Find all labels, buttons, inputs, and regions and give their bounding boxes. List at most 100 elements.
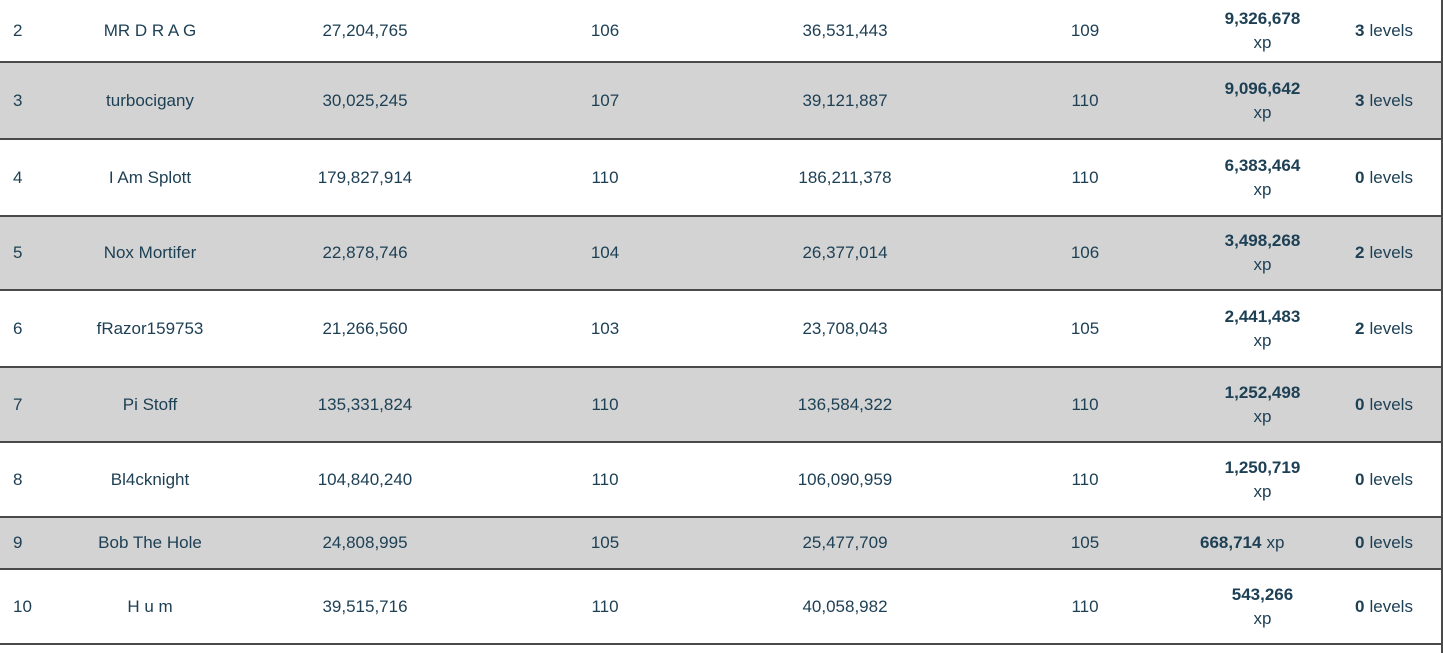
xp-suffix: xp xyxy=(1253,608,1272,628)
levels-gained-cell: 2 levels xyxy=(1325,241,1441,265)
player-name: Nox Mortifer xyxy=(103,243,197,263)
levels-suffix: levels xyxy=(1369,318,1413,338)
xp-suffix: xp xyxy=(1253,32,1272,52)
levels-gained-value: 3 xyxy=(1355,20,1365,40)
player-name: Pi Stoff xyxy=(122,394,178,414)
gained-xp-cell: 1,250,719 xp xyxy=(1200,456,1325,504)
start-xp-cell: 21,266,560 xyxy=(322,318,408,338)
end-level-cell: 110 xyxy=(1071,596,1099,616)
levels-gained-wrap: 2 levels xyxy=(1355,241,1413,265)
start-level-cell: 110 xyxy=(591,469,619,489)
levels-gained-cell: 0 levels xyxy=(1325,468,1441,492)
levels-gained-value: 0 xyxy=(1355,469,1365,489)
levels-gained-wrap: 0 levels xyxy=(1355,166,1413,190)
gained-xp-cell: 3,498,268 xp xyxy=(1200,229,1325,277)
levels-gained-wrap: 3 levels xyxy=(1355,19,1413,43)
start-xp-cell: 24,808,995 xyxy=(322,533,408,553)
start-level-cell: 104 xyxy=(590,243,620,263)
end-xp-cell: 136,584,322 xyxy=(797,394,893,414)
gained-xp-wrap: 2,441,483 xp xyxy=(1200,305,1325,353)
gained-xp-value: 3,498,268 xyxy=(1224,231,1301,251)
gained-xp-value: 1,250,719 xyxy=(1224,457,1301,477)
xp-suffix: xp xyxy=(1253,330,1272,350)
levels-gained-value: 0 xyxy=(1355,167,1365,187)
levels-gained-cell: 0 levels xyxy=(1325,166,1441,190)
end-xp-cell: 25,477,709 xyxy=(802,533,888,553)
rank-cell: 6 xyxy=(13,318,23,338)
xp-suffix: xp xyxy=(1253,179,1272,199)
gained-xp-value: 9,326,678 xyxy=(1224,8,1301,28)
end-level-cell: 105 xyxy=(1070,318,1100,338)
levels-suffix: levels xyxy=(1369,469,1413,489)
player-name: turbocigany xyxy=(106,90,194,110)
start-xp-cell: 27,204,765 xyxy=(322,20,408,40)
gained-xp-wrap: 9,326,678 xp xyxy=(1200,7,1325,55)
gained-xp-wrap: 668,714 xp xyxy=(1200,531,1325,555)
gained-xp-cell: 543,266 xp xyxy=(1200,583,1325,631)
player-name: fRazor159753 xyxy=(96,318,204,338)
gained-xp-wrap: 3,498,268 xp xyxy=(1200,229,1325,277)
end-xp-cell: 40,058,982 xyxy=(802,596,888,616)
player-name: H u m xyxy=(127,596,173,616)
gained-xp-value: 1,252,498 xyxy=(1224,382,1301,402)
gained-xp-cell: 668,714 xp xyxy=(1200,531,1325,555)
end-level-cell: 110 xyxy=(1071,469,1099,489)
end-level-cell: 109 xyxy=(1070,20,1100,40)
table-row: 2 MR D R A G 27,204,765 106 36,531,443 1… xyxy=(0,0,1441,63)
levels-gained-wrap: 0 levels xyxy=(1355,595,1413,619)
end-xp-cell: 106,090,959 xyxy=(797,469,893,489)
levels-suffix: levels xyxy=(1369,596,1413,616)
levels-gained-cell: 0 levels xyxy=(1325,595,1441,619)
start-xp-cell: 179,827,914 xyxy=(317,167,413,187)
table-row: 5 Nox Mortifer 22,878,746 104 26,377,014… xyxy=(0,217,1441,291)
gained-xp-wrap: 9,096,642 xp xyxy=(1200,77,1325,125)
end-xp-cell: 186,211,378 xyxy=(798,167,892,187)
levels-gained-cell: 0 levels xyxy=(1325,531,1441,555)
gained-xp-value: 6,383,464 xyxy=(1224,155,1301,175)
start-xp-cell: 104,840,240 xyxy=(317,469,413,489)
gained-xp-wrap: 1,252,498 xp xyxy=(1200,381,1325,429)
levels-gained-cell: 2 levels xyxy=(1325,317,1441,341)
start-level-cell: 110 xyxy=(591,394,619,414)
levels-gained-wrap: 0 levels xyxy=(1355,531,1413,555)
xp-suffix: xp xyxy=(1253,481,1272,501)
table-row: 10 H u m 39,515,716 110 40,058,982 110 5… xyxy=(0,570,1441,645)
levels-gained-cell: 3 levels xyxy=(1325,19,1441,43)
xp-suffix: xp xyxy=(1253,406,1272,426)
rank-cell: 2 xyxy=(13,20,23,40)
end-level-cell: 105 xyxy=(1070,533,1100,553)
levels-gained-value: 0 xyxy=(1355,596,1365,616)
gained-xp-value: 9,096,642 xyxy=(1224,78,1301,98)
gained-xp-value: 668,714 xyxy=(1200,533,1262,553)
levels-gained-wrap: 2 levels xyxy=(1355,317,1413,341)
end-xp-cell: 39,121,887 xyxy=(802,90,888,110)
rank-cell: 9 xyxy=(13,533,23,553)
table-row: 6 fRazor159753 21,266,560 103 23,708,043… xyxy=(0,291,1441,368)
xp-suffix: xp xyxy=(1253,102,1272,122)
start-level-cell: 103 xyxy=(590,318,620,338)
levels-suffix: levels xyxy=(1369,533,1413,553)
levels-gained-cell: 0 levels xyxy=(1325,393,1441,417)
gained-xp-cell: 1,252,498 xp xyxy=(1200,381,1325,429)
player-name: Bob The Hole xyxy=(98,533,202,553)
levels-suffix: levels xyxy=(1369,20,1413,40)
levels-gained-wrap: 0 levels xyxy=(1355,393,1413,417)
levels-suffix: levels xyxy=(1369,394,1413,414)
gained-xp-cell: 9,326,678 xp xyxy=(1200,7,1325,55)
end-xp-cell: 36,531,443 xyxy=(802,20,888,40)
levels-suffix: levels xyxy=(1369,167,1413,187)
start-xp-cell: 135,331,824 xyxy=(317,394,413,414)
end-xp-cell: 26,377,014 xyxy=(802,243,888,263)
start-xp-cell: 22,878,746 xyxy=(322,243,408,263)
levels-gained-value: 3 xyxy=(1355,90,1365,110)
levels-gained-wrap: 3 levels xyxy=(1355,89,1413,113)
table-row: 8 Bl4cknight 104,840,240 110 106,090,959… xyxy=(0,443,1441,518)
gained-xp-wrap: 543,266 xp xyxy=(1200,583,1325,631)
start-xp-cell: 39,515,716 xyxy=(322,596,408,616)
rank-cell: 5 xyxy=(13,243,23,263)
end-xp-cell: 23,708,043 xyxy=(802,318,888,338)
levels-gained-value: 2 xyxy=(1355,243,1365,263)
rank-cell: 10 xyxy=(13,596,32,616)
rank-cell: 3 xyxy=(13,90,23,110)
